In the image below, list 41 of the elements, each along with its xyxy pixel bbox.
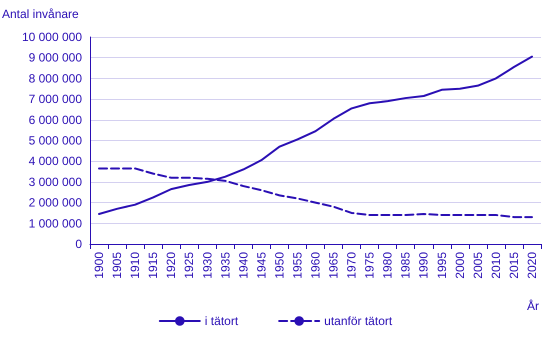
x-tick-label: 2005 [470, 252, 485, 279]
x-tick-label: 1950 [272, 252, 286, 279]
x-tick-label: 2010 [488, 252, 503, 279]
x-tick-label: 1940 [236, 252, 250, 279]
x-tick-label: 1980 [380, 252, 395, 279]
y-tick-label: 3 000 000 [28, 174, 82, 189]
y-axis-title: Antal invånare [2, 7, 80, 21]
y-tick-label: 10 000 000 [22, 30, 82, 44]
x-tick-label: 2020 [524, 252, 539, 279]
y-tick-label: 1 000 000 [28, 216, 82, 230]
x-tick-label: 1970 [344, 252, 359, 279]
x-tick-label: 1900 [92, 252, 106, 279]
x-tick-label: 1915 [146, 252, 160, 279]
x-tick-label: 1955 [290, 252, 304, 279]
x-tick-label: 1945 [254, 252, 268, 279]
x-tick-label: 1990 [416, 252, 431, 279]
x-tick-label: 1920 [164, 252, 178, 279]
y-tick-label: 0 [75, 237, 82, 251]
y-tick-label: 9 000 000 [28, 50, 82, 65]
x-tick-label: 1995 [434, 252, 449, 279]
y-tick-label: 2 000 000 [28, 196, 82, 210]
legend-label: i tätort [204, 314, 239, 328]
line-series [98, 56, 533, 215]
x-axis-title: År [527, 299, 540, 313]
x-tick-label: 1985 [398, 252, 413, 279]
x-tick-label: 1925 [182, 252, 196, 279]
y-tick-label: 4 000 000 [28, 154, 82, 168]
y-tick-label: 7 000 000 [28, 92, 82, 106]
y-tick-label: 6 000 000 [28, 112, 82, 127]
x-tick-label: 1975 [362, 252, 377, 279]
legend-label: utanför tätort [324, 314, 393, 328]
x-tick-label: 1910 [128, 252, 142, 279]
x-tick-label: 1965 [326, 252, 341, 279]
x-tick-label: 2000 [452, 252, 467, 279]
y-tick-label: 8 000 000 [28, 71, 82, 86]
x-tick-label: 1930 [200, 252, 214, 279]
x-tick-label: 2015 [506, 252, 521, 279]
x-tick-label: 1935 [218, 252, 232, 279]
y-tick-label: 5 000 000 [28, 134, 82, 148]
x-tick-label: 1905 [110, 252, 124, 279]
x-tick-label: 1960 [308, 252, 322, 279]
